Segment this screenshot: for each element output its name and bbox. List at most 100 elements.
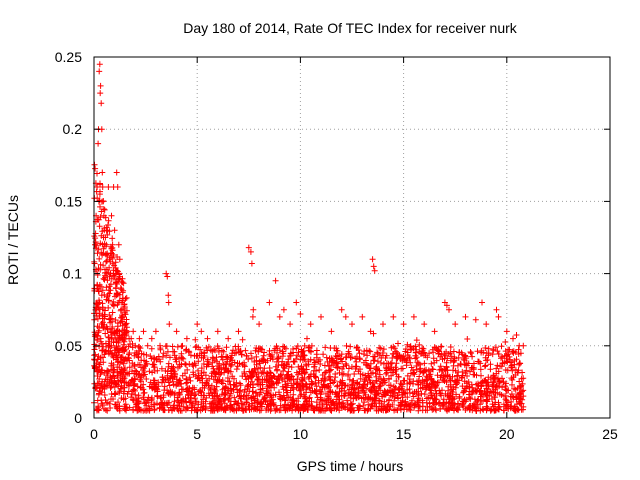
data-point (213, 393, 220, 400)
x-tick-label: 20 (499, 426, 515, 442)
data-point (242, 373, 249, 380)
data-point (109, 235, 116, 242)
data-point (340, 403, 347, 410)
data-point (248, 355, 255, 362)
data-point (214, 343, 221, 350)
data-point (256, 321, 263, 328)
data-point (455, 354, 462, 361)
data-point (318, 313, 324, 320)
data-point (369, 400, 376, 407)
data-point (306, 373, 313, 380)
data-point (239, 336, 246, 343)
data-point (115, 241, 122, 248)
data-point (100, 198, 107, 205)
data-point (124, 391, 131, 397)
data-point (503, 358, 510, 365)
data-point (95, 327, 102, 334)
data-point (513, 356, 520, 363)
data-point (478, 349, 485, 356)
data-point (511, 361, 518, 368)
data-point (435, 350, 442, 357)
data-point (209, 348, 216, 355)
data-point (429, 366, 436, 372)
y-tick-label: 0 (74, 410, 82, 426)
data-point (473, 407, 480, 414)
data-point (411, 371, 418, 378)
data-point (376, 344, 383, 351)
data-point (123, 316, 130, 323)
data-point (515, 398, 522, 405)
data-point (97, 203, 103, 210)
data-point (98, 100, 105, 107)
data-point (345, 348, 352, 355)
data-point (223, 365, 230, 372)
data-point (145, 394, 152, 401)
data-point (447, 393, 454, 400)
x-tick-label: 5 (193, 426, 201, 442)
data-point (243, 392, 250, 399)
data-point (438, 392, 445, 399)
data-point (415, 399, 422, 406)
data-point (483, 405, 490, 412)
data-point (487, 366, 494, 373)
data-point (362, 407, 369, 414)
data-point (107, 384, 114, 391)
data-point (107, 270, 114, 277)
data-point (327, 405, 334, 412)
data-point (483, 385, 490, 392)
data-point (403, 359, 410, 366)
data-point (354, 344, 361, 351)
data-point (428, 390, 435, 396)
data-point (100, 250, 107, 257)
data-point (403, 402, 410, 409)
data-point (189, 361, 196, 368)
data-point (285, 356, 292, 363)
data-point (266, 299, 273, 306)
data-point (316, 388, 323, 395)
data-point (462, 313, 469, 320)
data-point (295, 385, 302, 391)
data-point (116, 256, 123, 263)
data-point (287, 402, 294, 409)
data-point (514, 385, 521, 392)
data-point (114, 267, 120, 274)
data-point (355, 407, 362, 414)
data-point (98, 400, 105, 407)
data-point (141, 407, 148, 414)
data-point (121, 344, 128, 351)
data-point (140, 386, 147, 393)
data-point (304, 395, 310, 402)
data-point (383, 370, 389, 377)
data-point (433, 345, 440, 352)
data-point (105, 304, 112, 311)
data-point (161, 407, 168, 413)
data-point (96, 223, 103, 230)
data-point (184, 385, 191, 392)
data-point (108, 275, 115, 282)
data-point (407, 380, 414, 387)
data-point (225, 335, 232, 342)
data-point (471, 404, 478, 411)
data-point (390, 351, 397, 358)
data-point (148, 335, 155, 342)
data-point (132, 367, 139, 374)
data-point (409, 397, 415, 404)
data-point (343, 362, 350, 369)
data-point (417, 403, 423, 410)
data-point (477, 366, 484, 373)
data-point (366, 374, 373, 381)
data-point (151, 356, 158, 363)
data-point (490, 373, 497, 380)
data-point (413, 354, 420, 361)
data-point (383, 360, 390, 367)
data-point (252, 405, 259, 412)
data-point (223, 353, 230, 360)
data-point (117, 335, 124, 342)
x-tick-label: 10 (293, 426, 309, 442)
data-point (332, 374, 339, 381)
data-point (447, 357, 454, 364)
data-point (299, 402, 306, 409)
data-point (213, 371, 219, 377)
data-point (316, 367, 323, 373)
